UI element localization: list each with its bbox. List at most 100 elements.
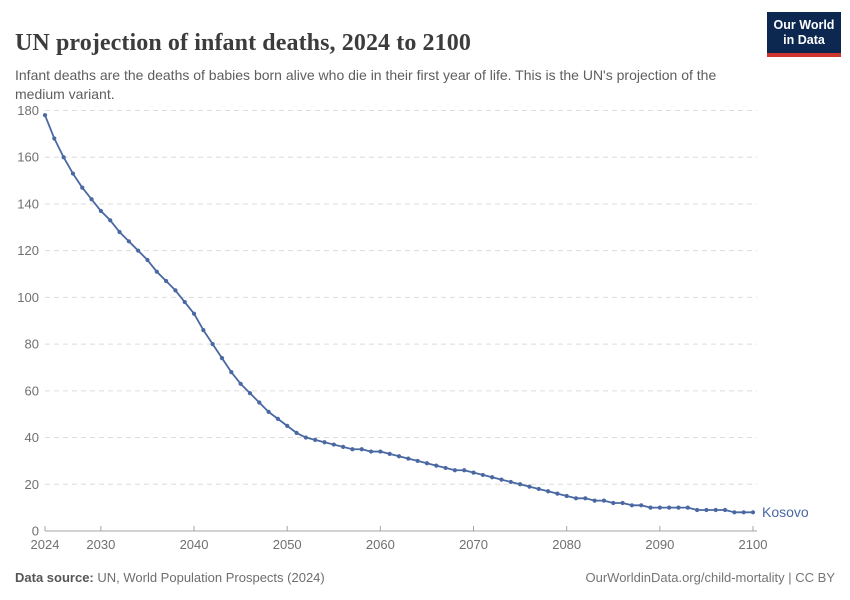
data-point (89, 197, 94, 202)
x-tick-label-2024: 2024 (31, 537, 60, 552)
chart-footer: Data source: UN, World Population Prospe… (15, 570, 835, 585)
data-point (573, 496, 579, 501)
x-tick-label-2030: 2030 (86, 537, 115, 552)
data-point (685, 505, 690, 510)
data-point (732, 510, 737, 515)
data-point (508, 479, 513, 485)
data-point (266, 409, 271, 414)
y-tick-label-120: 120 (17, 243, 39, 258)
x-tick-label-2050: 2050 (273, 537, 302, 552)
data-point (257, 400, 262, 405)
data-point (173, 288, 178, 293)
data-point (117, 229, 122, 235)
data-point (452, 468, 457, 473)
data-point (294, 430, 299, 435)
x-tick-label-2040: 2040 (180, 537, 209, 552)
data-point (247, 391, 253, 396)
data-point (359, 447, 364, 452)
data-point (201, 327, 206, 333)
data-point (592, 498, 597, 503)
data-point (52, 136, 57, 141)
y-tick-label-160: 160 (17, 150, 39, 165)
data-point (536, 486, 541, 492)
data-point (527, 484, 532, 489)
owid-citation-link[interactable]: OurWorldinData.org/child-mortality | CC … (585, 570, 836, 585)
data-point (350, 447, 355, 452)
data-point (545, 489, 551, 494)
owid-logo-line1: Our World (773, 18, 835, 32)
data-point (564, 493, 569, 499)
data-point (750, 510, 756, 515)
data-point (555, 491, 560, 496)
data-point (480, 472, 485, 478)
data-point (191, 311, 197, 316)
data-point (368, 449, 374, 454)
data-source-value: UN, World Population Prospects (2024) (93, 570, 325, 585)
data-point (238, 381, 243, 386)
data-point (704, 507, 709, 513)
data-point (182, 299, 187, 305)
data-point (341, 444, 346, 449)
data-point (285, 423, 290, 428)
data-point (667, 505, 672, 510)
data-point (676, 505, 681, 510)
chart-subtitle: Infant deaths are the deaths of babies b… (15, 67, 717, 102)
data-point (424, 461, 430, 466)
data-point (154, 269, 159, 274)
data-point (713, 507, 718, 513)
data-point (657, 505, 662, 510)
data-point (396, 454, 402, 459)
y-tick-label-80: 80 (25, 337, 39, 352)
data-point (415, 458, 420, 464)
data-point (462, 468, 467, 473)
y-tick-label-0: 0 (32, 524, 39, 539)
data-point (741, 510, 746, 515)
data-point (629, 503, 634, 508)
data-point (471, 470, 476, 475)
data-point (406, 456, 411, 461)
data-point (313, 437, 318, 442)
data-point (583, 496, 588, 501)
data-point (490, 475, 495, 480)
owid-logo[interactable]: Our World in Data (767, 12, 841, 57)
data-point (499, 477, 504, 482)
data-point (229, 370, 234, 375)
page-title: UN projection of infant deaths, 2024 to … (15, 30, 471, 57)
x-tick-label-2100: 2100 (739, 537, 768, 552)
x-tick-label-2080: 2080 (552, 537, 581, 552)
y-tick-label-60: 60 (25, 383, 39, 398)
y-tick-label-100: 100 (17, 290, 39, 305)
data-point (601, 498, 607, 503)
y-tick-label-20: 20 (25, 477, 39, 492)
data-point (136, 248, 141, 253)
data-point (611, 500, 616, 506)
data-point (61, 155, 66, 160)
data-point (219, 356, 225, 361)
data-point (722, 507, 728, 513)
series-line-kosovo (44, 114, 753, 514)
data-point (275, 416, 280, 421)
x-tick-label-2060: 2060 (366, 537, 395, 552)
data-point (80, 185, 85, 190)
data-point (387, 451, 392, 457)
data-point (145, 257, 150, 263)
data-point (322, 440, 327, 445)
data-point (303, 435, 308, 440)
data-point (518, 482, 523, 487)
data-point (164, 278, 169, 284)
data-point (98, 208, 103, 214)
data-point (378, 449, 383, 454)
data-point (648, 505, 653, 510)
y-tick-label-180: 180 (17, 103, 39, 118)
series-label-kosovo: Kosovo (762, 504, 809, 520)
data-point (331, 442, 336, 447)
data-point (695, 507, 700, 513)
x-tick-label-2070: 2070 (459, 537, 488, 552)
data-point (108, 218, 113, 223)
data-point (210, 342, 215, 347)
data-point (443, 465, 448, 471)
data-source-label: Data source: (15, 570, 94, 585)
data-point (126, 239, 131, 244)
